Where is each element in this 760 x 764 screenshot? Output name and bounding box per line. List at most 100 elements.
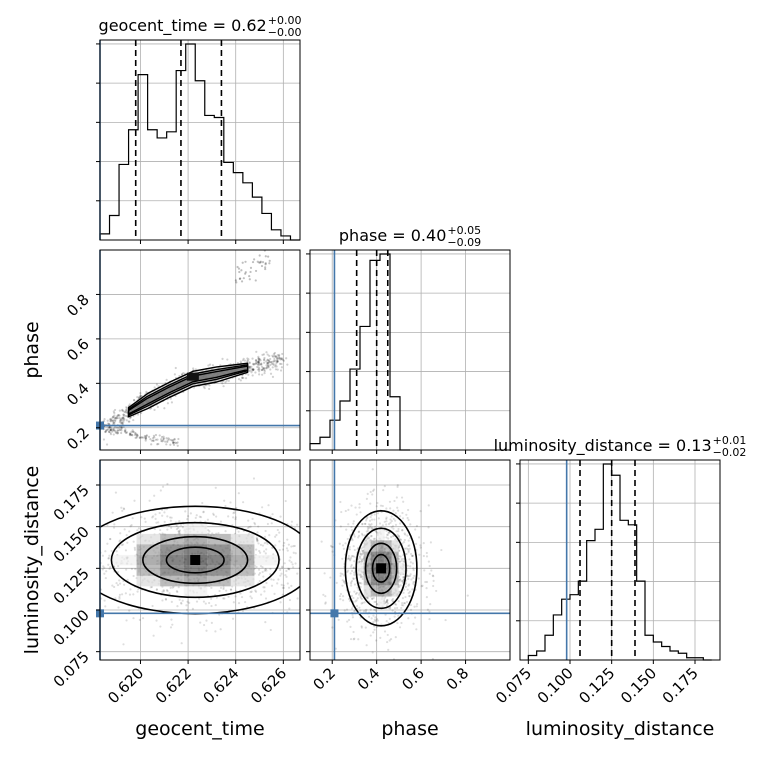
scatter-point (240, 595, 244, 599)
histogram-phase (309, 253, 410, 451)
scatter-point (214, 630, 217, 633)
scatter-point (112, 421, 115, 425)
scatter-point (366, 492, 369, 495)
scatter-point (363, 522, 367, 525)
scatter-point (375, 530, 378, 534)
scatter-point (75, 555, 77, 557)
scatter-point (122, 420, 125, 424)
scatter-point (394, 636, 397, 639)
scatter-point (257, 361, 260, 364)
scatter-point (396, 484, 399, 487)
scatter-point (360, 574, 363, 577)
scatter-point (219, 520, 223, 523)
scatter-point (413, 574, 416, 578)
scatter-point (113, 420, 117, 423)
scatter-point (224, 504, 227, 508)
scatter-point (248, 365, 251, 368)
scatter-point (104, 430, 107, 433)
scatter-point (329, 544, 333, 547)
scatter-point (274, 368, 278, 371)
scatter-point (365, 517, 368, 520)
scatter-point (107, 430, 111, 434)
scatter-point (137, 396, 141, 399)
scatter-point (276, 368, 279, 371)
scatter-point (415, 542, 418, 545)
scatter-point (351, 616, 355, 619)
scatter-point (290, 584, 293, 587)
panel-title-lower-error: −0.09 (447, 236, 481, 249)
panel-title-text: geocent_time = 0.62 (99, 16, 267, 36)
scatter-point (376, 501, 379, 505)
scatter-point (172, 441, 175, 444)
scatter-point (259, 593, 263, 596)
scatter-point (387, 537, 390, 540)
scatter-point (180, 373, 184, 376)
density-cell (391, 585, 399, 597)
scatter-point (324, 602, 327, 605)
scatter-point (276, 356, 279, 359)
scatter-point (125, 431, 128, 435)
density-cell (377, 596, 385, 608)
scatter-point (247, 358, 250, 361)
scatter-point (122, 413, 125, 416)
scatter-point (144, 437, 147, 441)
scatter-point (234, 279, 237, 282)
scatter-point (360, 553, 363, 556)
scatter-point (396, 621, 399, 625)
scatter-point (135, 436, 138, 439)
scatter-point (410, 578, 413, 581)
scatter-point (116, 570, 120, 574)
scatter-point (274, 544, 277, 547)
scatter-point (257, 363, 260, 367)
scatter-point (374, 620, 377, 623)
scatter-point (353, 535, 356, 538)
scatter-point (387, 531, 390, 534)
scatter-point (296, 597, 299, 600)
scatter-point (396, 606, 399, 610)
scatter-point (255, 537, 259, 541)
scatter-point (269, 372, 273, 375)
scatter-point (116, 432, 119, 435)
scatter-point (82, 562, 84, 564)
scatter-point (263, 535, 267, 538)
scatter-point (415, 628, 418, 631)
scatter-point (124, 428, 127, 431)
scatter-point (258, 363, 261, 366)
scatter-point (103, 572, 106, 575)
scatter-point (73, 561, 75, 563)
scatter-point (254, 359, 258, 362)
scatter-point (360, 532, 364, 535)
scatter-point (128, 432, 132, 435)
scatter-point (125, 406, 128, 409)
scatter-point (237, 378, 241, 381)
scatter-point (388, 617, 391, 620)
density-cell (136, 554, 161, 566)
scatter-point (266, 358, 269, 361)
scatter-point (222, 587, 225, 591)
scatter-point (302, 605, 304, 607)
scatter-point (255, 548, 258, 551)
scatter-point (279, 515, 282, 518)
scatter-point (244, 260, 247, 263)
scatter-point (129, 417, 132, 420)
scatter-point (294, 552, 297, 555)
scatter-point (392, 661, 394, 663)
scatter-point (143, 434, 146, 438)
scatter-point (265, 364, 268, 367)
density-contour (344, 510, 418, 627)
scatter-point (391, 525, 395, 528)
scatter-point (407, 592, 410, 595)
scatter-point (125, 419, 128, 422)
density-cell (391, 562, 399, 575)
scatter-point (177, 530, 180, 533)
scatter-point (415, 524, 419, 528)
scatter-point (214, 486, 217, 489)
scatter-point (352, 630, 355, 634)
scatter-point (112, 421, 115, 424)
histogram-luminosity_distance (527, 463, 712, 661)
scatter-point (163, 511, 166, 514)
scatter-point (121, 418, 124, 422)
scatter-point (373, 600, 376, 604)
scatter-point (343, 609, 346, 612)
scatter-point (374, 616, 377, 619)
